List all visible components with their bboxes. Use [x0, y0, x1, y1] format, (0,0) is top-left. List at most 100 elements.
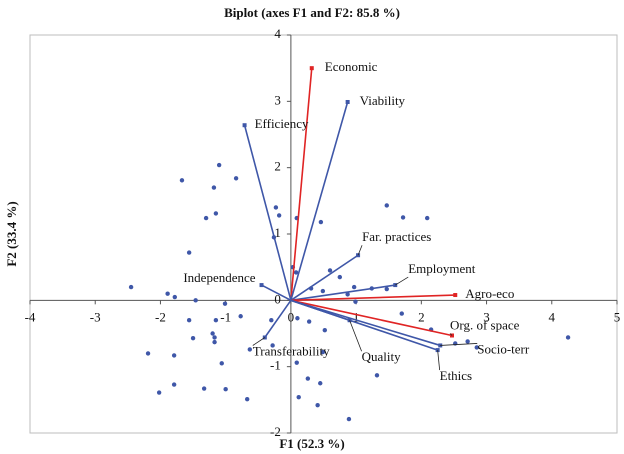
observation-point [294, 360, 299, 365]
label-leader [349, 320, 362, 352]
observation-point [399, 311, 404, 316]
observation-point [223, 387, 228, 392]
vector-label: Transferability [253, 343, 330, 358]
label-leader [449, 333, 453, 336]
observation-point [156, 390, 162, 395]
x-tick-label: 3 [483, 309, 490, 324]
vector-tip [259, 283, 264, 288]
observation-point [293, 270, 299, 275]
vector-label: Agro-eco [465, 286, 514, 301]
observation-point [295, 316, 300, 321]
observation-point [337, 274, 343, 280]
observation-point [320, 288, 326, 294]
observation-point [327, 268, 333, 273]
vector-label: Socio-terr [477, 341, 530, 356]
observation-point [201, 386, 207, 391]
observation-point [320, 349, 326, 355]
observation-point [305, 376, 311, 381]
x-axis-title: F1 (52.3 %) [279, 436, 344, 451]
observation-point [353, 299, 358, 304]
chart-title: Biplot (axes F1 and F2: 85.8 %) [224, 5, 400, 20]
observation-point [318, 219, 324, 225]
observation-point [193, 298, 198, 303]
observation-point [244, 396, 250, 402]
loading-vector [290, 254, 359, 301]
x-tick-label: -4 [25, 309, 36, 324]
loading-vector [290, 299, 453, 337]
observation-point [186, 318, 192, 323]
observation-point [474, 345, 479, 350]
vector-tip [242, 123, 247, 128]
label-leader [357, 245, 363, 256]
observation-point [351, 284, 357, 290]
x-tick-label: 2 [418, 309, 425, 324]
loading-vector [290, 284, 396, 302]
vector-label: Quality [362, 349, 401, 364]
observation-point [210, 331, 215, 336]
loading-vector [261, 284, 292, 302]
observation-point [145, 351, 151, 356]
y-tick-label: 3 [274, 92, 281, 107]
observation-point [238, 314, 243, 319]
vector-label: Ethics [440, 368, 473, 383]
observation-point [345, 292, 350, 297]
observation-point [222, 301, 228, 306]
vector-label: Viability [360, 93, 406, 108]
observation-point [179, 178, 185, 183]
loading-vector [290, 299, 350, 321]
loading-vector [290, 299, 441, 347]
loading-vector [290, 294, 456, 302]
vector-label: Employment [408, 261, 476, 276]
observation-point [233, 176, 239, 181]
observation-point [171, 353, 177, 358]
x-tick-label: 1 [353, 309, 360, 324]
label-leader [252, 337, 266, 346]
x-tick-label: -3 [90, 309, 101, 324]
observation-point [425, 215, 430, 221]
plot-frame [29, 34, 618, 434]
y-tick-label: 0 [274, 291, 281, 306]
observation-point [374, 373, 380, 378]
observation-point [186, 250, 192, 255]
y-tick-label: -2 [270, 424, 281, 439]
x-tick-label: 5 [614, 309, 621, 324]
observation-point [384, 203, 389, 208]
observation-point [322, 327, 328, 333]
label-leader [395, 276, 409, 286]
observation-point [211, 185, 217, 190]
loading-vector [290, 101, 349, 301]
observation-point [346, 416, 352, 422]
observation-point [400, 215, 406, 220]
y-tick-label: 4 [274, 26, 281, 41]
observation-point [318, 381, 323, 386]
observation-point [276, 213, 282, 218]
vector-tip [309, 66, 314, 71]
observation-point [269, 318, 274, 323]
x-tick-label: -2 [155, 309, 166, 324]
vector-label: Independence [183, 270, 255, 285]
observation-point [165, 291, 170, 296]
observation-point [565, 335, 571, 340]
observation-point [213, 211, 219, 216]
vector-tip [453, 293, 458, 298]
loading-vector [264, 299, 292, 338]
x-tick-label: -1 [220, 309, 231, 324]
vector-tip [345, 99, 350, 104]
observation-point [384, 286, 389, 292]
observation-point [171, 382, 177, 387]
loading-vector [290, 68, 313, 301]
vector-tip [356, 253, 361, 258]
x-tick-label: 0 [288, 309, 295, 324]
observation-point [273, 205, 279, 210]
y-axis-title: F2 (33.4 %) [4, 201, 19, 266]
observation-point [216, 162, 222, 168]
x-tick-label: 4 [549, 309, 556, 324]
observation-point [315, 402, 320, 408]
observation-point [270, 343, 275, 348]
y-tick-label: 2 [274, 159, 281, 174]
vector-label: Economic [325, 59, 378, 74]
label-leader [437, 350, 441, 371]
observation-point [296, 394, 301, 400]
vector-label: Far. practices [362, 229, 431, 244]
